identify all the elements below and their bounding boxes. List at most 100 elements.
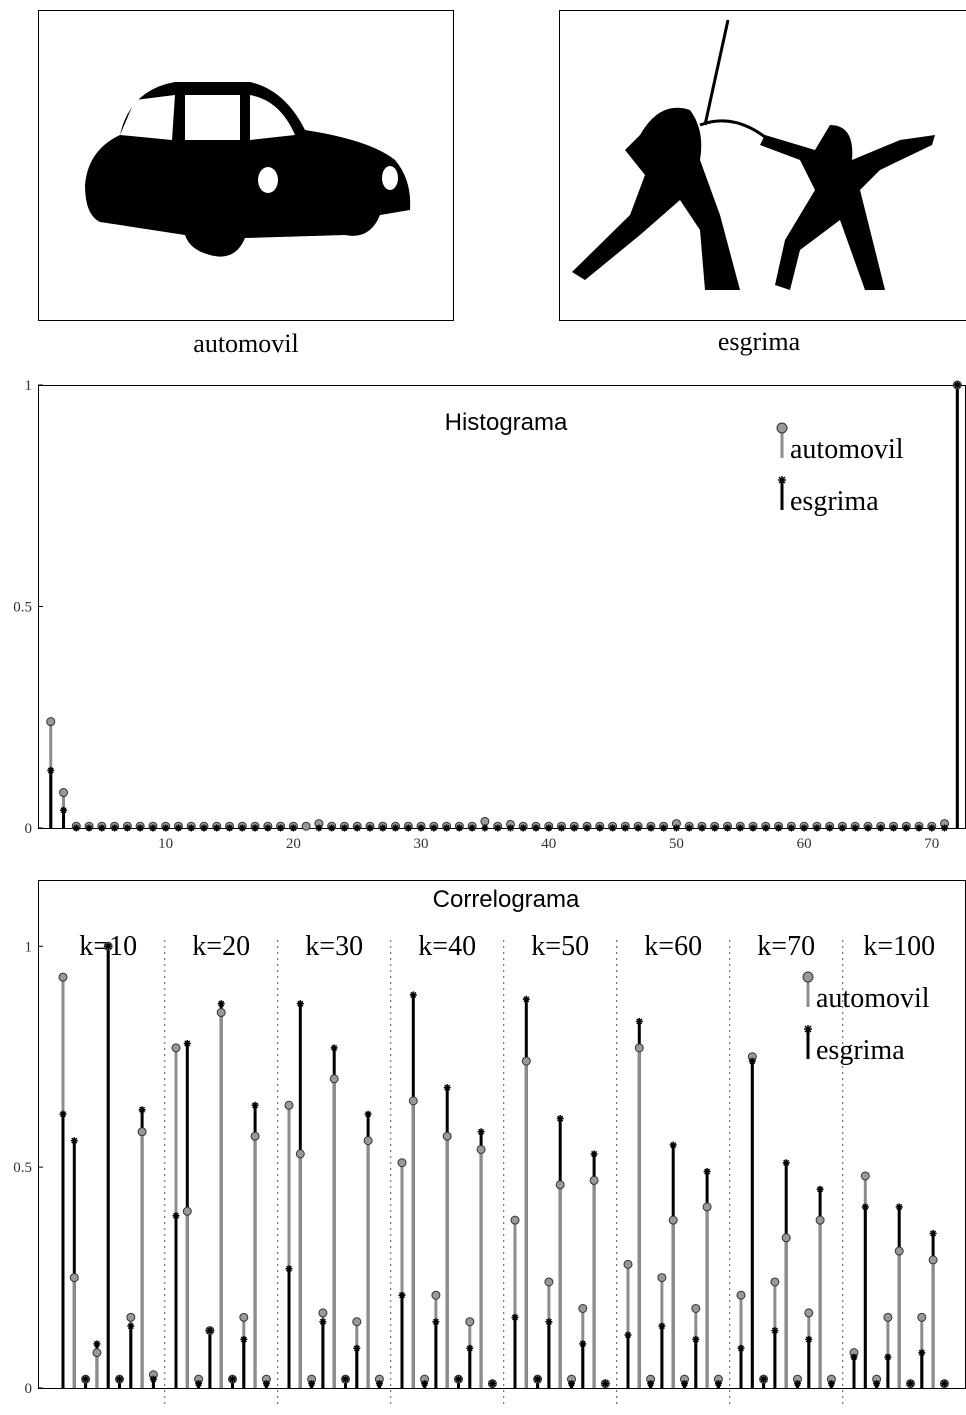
marker	[341, 825, 348, 832]
legend-marker	[804, 1025, 812, 1033]
marker	[930, 1230, 937, 1237]
image-label: automovil	[193, 329, 298, 358]
marker	[669, 1216, 677, 1224]
marker	[70, 1274, 78, 1282]
marker	[624, 1260, 632, 1268]
marker	[738, 1345, 745, 1352]
marker	[507, 825, 514, 832]
marker	[749, 1058, 756, 1065]
marker	[398, 1159, 406, 1167]
marker	[750, 825, 757, 832]
marker	[636, 1018, 643, 1025]
group-label: k=60	[644, 931, 702, 962]
marker	[342, 1376, 349, 1383]
marker	[647, 1380, 654, 1387]
group-label: k=30	[305, 931, 363, 962]
marker	[443, 1132, 451, 1140]
marker	[466, 1345, 473, 1352]
marker	[137, 825, 144, 832]
marker	[737, 825, 744, 832]
marker	[590, 1176, 598, 1184]
marker	[724, 825, 731, 832]
x-tick-label: 30	[414, 836, 429, 852]
marker	[379, 825, 386, 832]
marker	[711, 825, 718, 832]
marker	[213, 825, 220, 832]
marker	[364, 1137, 372, 1145]
marker	[801, 825, 808, 832]
marker	[421, 1380, 428, 1387]
marker	[285, 1101, 293, 1109]
marker	[405, 825, 412, 832]
chart-title: Histograma	[445, 409, 568, 436]
marker	[941, 825, 948, 832]
marker	[673, 825, 680, 832]
marker	[330, 1075, 338, 1083]
marker	[218, 1000, 225, 1007]
marker	[432, 1318, 439, 1325]
marker	[297, 1000, 304, 1007]
plot-frame	[39, 881, 966, 1389]
marker	[862, 1203, 869, 1210]
marker	[252, 1102, 259, 1109]
marker	[584, 825, 591, 832]
marker	[622, 825, 629, 832]
marker	[264, 825, 271, 832]
marker	[813, 825, 820, 832]
marker	[399, 1292, 406, 1299]
marker	[511, 1216, 519, 1224]
legend-label: esgrima	[790, 486, 879, 517]
marker	[775, 825, 782, 832]
marker	[557, 1115, 564, 1122]
marker	[82, 1376, 89, 1383]
marker	[918, 1349, 925, 1356]
marker	[579, 1340, 586, 1347]
marker	[172, 1044, 180, 1052]
page: automovil esgrima Histograma00.511020304…	[0, 0, 966, 1410]
marker	[315, 825, 322, 832]
x-tick-label: 50	[669, 836, 684, 852]
marker	[111, 825, 118, 832]
marker	[929, 1256, 937, 1264]
marker	[635, 1044, 643, 1052]
fencers-silhouette	[572, 20, 935, 290]
marker	[523, 996, 530, 1003]
y-tick-label: 1	[25, 378, 33, 394]
marker	[760, 1376, 767, 1383]
marker	[443, 825, 450, 832]
marker	[916, 825, 923, 832]
legend-label: automovil	[816, 983, 930, 1014]
group-label: k=40	[418, 931, 476, 962]
marker	[658, 1323, 665, 1330]
marker	[302, 822, 310, 830]
marker	[861, 1172, 869, 1180]
marker	[602, 1380, 609, 1387]
marker	[138, 1128, 146, 1136]
marker	[455, 1376, 462, 1383]
marker	[954, 382, 961, 389]
marker	[149, 825, 156, 832]
marker	[93, 1349, 101, 1357]
marker	[366, 825, 373, 832]
marker	[896, 1203, 903, 1210]
y-tick-label: 0.5	[13, 1160, 32, 1176]
marker	[173, 1212, 180, 1219]
marker	[226, 825, 233, 832]
marker	[86, 825, 93, 832]
marker	[481, 817, 489, 825]
marker	[884, 1354, 891, 1361]
marker	[771, 1327, 778, 1334]
marker	[376, 1380, 383, 1387]
marker	[545, 1318, 552, 1325]
marker	[116, 1376, 123, 1383]
marker	[805, 1336, 812, 1343]
marker	[903, 825, 910, 832]
marker	[60, 1111, 67, 1118]
marker	[692, 1336, 699, 1343]
x-tick-label: 40	[541, 836, 556, 852]
marker	[851, 1354, 858, 1361]
marker	[532, 825, 539, 832]
image-frame	[560, 11, 966, 321]
legend-marker	[778, 476, 786, 484]
marker	[353, 1318, 361, 1326]
